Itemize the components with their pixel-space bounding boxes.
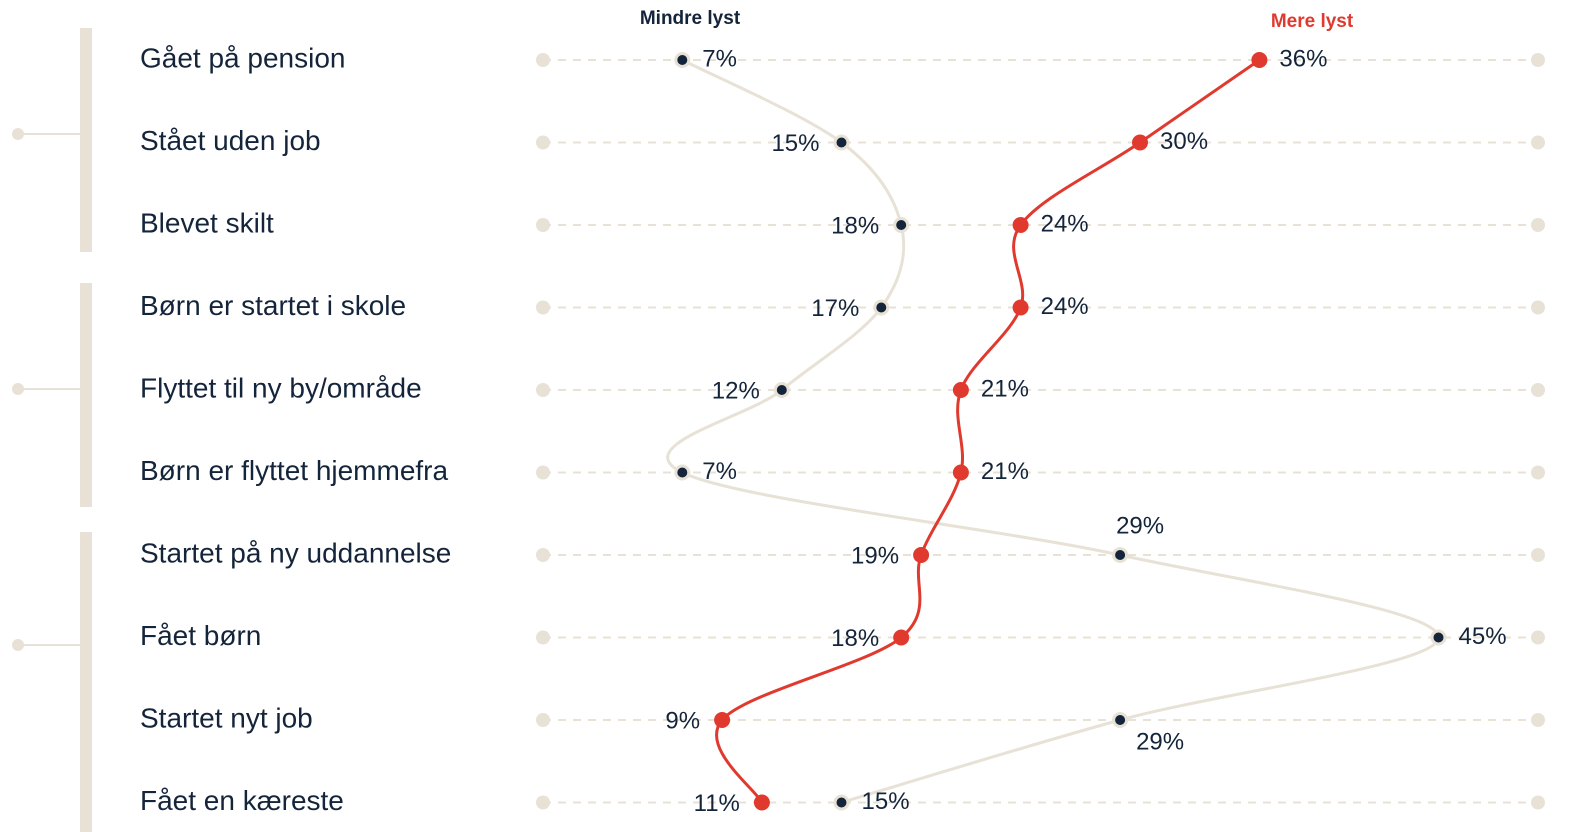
value-label: 29%: [1116, 512, 1164, 539]
series-line: [715, 58, 1261, 804]
point: [773, 382, 790, 398]
point: [674, 52, 691, 68]
category-label: Flyttet til ny by/område: [140, 372, 422, 403]
axis-end: [1531, 135, 1545, 150]
point: [873, 299, 890, 316]
axis-end: [1531, 630, 1545, 645]
value-label: 7%: [702, 45, 737, 72]
point: [753, 794, 770, 811]
axis-end: [536, 465, 550, 480]
legend-label: Mindre lyst: [640, 8, 741, 29]
axis-end: [1531, 713, 1545, 727]
point: [1132, 134, 1148, 151]
category-label: Stået uden job: [140, 125, 321, 156]
axis-end: [536, 300, 550, 315]
point: [714, 712, 731, 728]
axis-end: [1531, 383, 1545, 397]
point: [1112, 547, 1129, 563]
axis-end: [1531, 795, 1545, 810]
bracket-dot: [12, 383, 24, 395]
point: [913, 547, 930, 563]
value-label: 7%: [702, 458, 737, 485]
category-label: Fået en kæreste: [140, 785, 344, 816]
value-label: 15%: [771, 130, 819, 157]
category-label: Startet nyt job: [140, 702, 313, 733]
axis-end: [536, 548, 550, 562]
category-label: Blevet skilt: [140, 207, 274, 238]
value-label: 9%: [665, 707, 700, 734]
point: [1251, 52, 1268, 68]
axis-end: [536, 135, 550, 150]
point: [893, 217, 910, 233]
axis-end: [536, 630, 550, 645]
bracket: [80, 532, 92, 832]
point: [833, 794, 850, 811]
point: [1112, 712, 1129, 728]
value-label: 29%: [1136, 728, 1184, 755]
point: [833, 134, 850, 151]
category-label: Fået børn: [140, 620, 261, 651]
value-label: 19%: [851, 542, 899, 569]
value-label: 17%: [811, 295, 859, 322]
axis-end: [1531, 300, 1545, 315]
series-line: [666, 58, 1441, 804]
axis-end: [536, 383, 550, 397]
axis-end: [1531, 218, 1545, 232]
bracket: [80, 283, 92, 507]
category-label: Børn er startet i skole: [140, 290, 406, 321]
value-label: 18%: [831, 212, 879, 239]
value-label: 45%: [1459, 623, 1507, 650]
bracket-dot: [12, 639, 24, 651]
value-label: 24%: [1041, 293, 1089, 320]
value-label: 15%: [862, 788, 910, 815]
category-label: Gået på pension: [140, 42, 346, 73]
point: [952, 464, 969, 481]
point: [893, 629, 910, 646]
axis-end: [536, 795, 550, 810]
value-label: 30%: [1160, 128, 1208, 155]
category-label: Startet på ny uddannelse: [140, 537, 451, 568]
value-label: 18%: [831, 625, 879, 652]
bracket-dot: [12, 128, 24, 140]
axis-end: [536, 53, 550, 67]
point: [674, 464, 691, 481]
axis-end: [536, 218, 550, 232]
axis-end: [1531, 548, 1545, 562]
point: [1012, 299, 1029, 316]
value-label: 11%: [694, 790, 740, 817]
point: [1430, 629, 1447, 646]
value-label: 36%: [1279, 45, 1327, 72]
category-label: Børn er flyttet hjemmefra: [140, 455, 449, 486]
axis-end: [1531, 465, 1545, 480]
legend-label: Mere lyst: [1271, 11, 1354, 32]
bracket: [80, 28, 92, 252]
axis-end: [1531, 53, 1545, 67]
value-label: 24%: [1041, 210, 1089, 237]
value-label: 21%: [981, 375, 1029, 402]
value-label: 21%: [981, 458, 1029, 485]
axis-end: [536, 713, 550, 727]
point: [952, 382, 969, 398]
group-brackets: [12, 28, 92, 832]
value-label: 12%: [712, 377, 760, 404]
point: [1012, 217, 1029, 233]
